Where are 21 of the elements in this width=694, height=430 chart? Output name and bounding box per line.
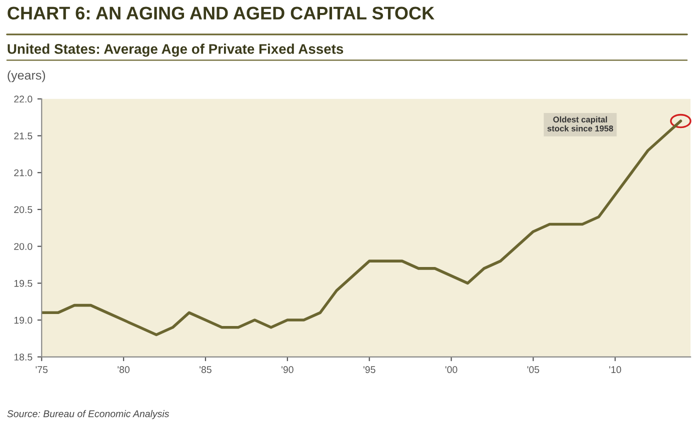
x-tick-label: '95 — [364, 366, 376, 374]
chart-subtitle: United States: Average Age of Private Fixed Assets — [8, 44, 344, 57]
y-tick-label: 18.5 — [14, 354, 32, 361]
y-tick-label: 21.0 — [14, 169, 32, 176]
x-tick-label: '85 — [200, 366, 212, 374]
x-tick-label: '05 — [527, 366, 540, 374]
y-axis-title: (years) — [8, 70, 46, 82]
x-tick-label: '10 — [609, 366, 622, 374]
y-tick-label: 20.0 — [14, 243, 32, 250]
y-tick-label: 22.0 — [14, 96, 32, 103]
y-tick-label: 20.5 — [14, 206, 32, 214]
y-tick-label: 19.5 — [14, 280, 32, 287]
y-tick-label: 21.5 — [14, 132, 32, 140]
x-tick-label: '80 — [118, 366, 130, 374]
y-tick-label: 19.0 — [14, 316, 32, 324]
source-note: Source: Bureau of Economic Analysis — [7, 410, 170, 420]
x-tick-label: '00 — [445, 366, 458, 374]
x-tick-label: '75 — [36, 366, 48, 374]
chart-title: CHART 6: AN AGING AND AGED CAPITAL STOCK — [8, 6, 434, 20]
annotation: Oldest capital stock since 1958 — [547, 116, 614, 132]
x-tick-label: '90 — [282, 366, 294, 374]
